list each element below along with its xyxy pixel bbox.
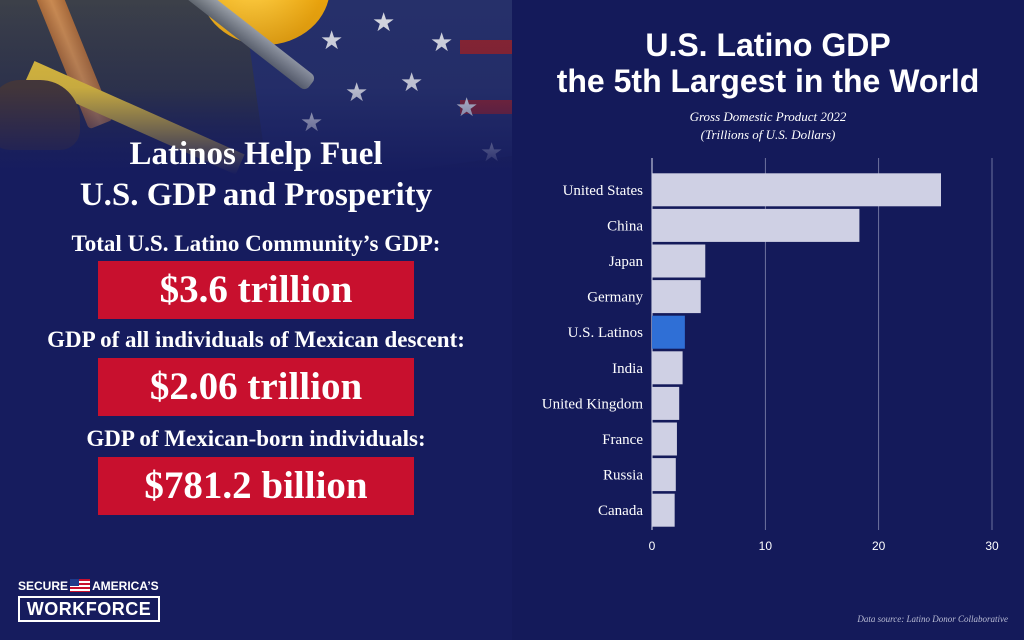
star-icon: ★ [400, 68, 424, 98]
star-icon: ★ [320, 26, 344, 56]
hammer-image [32, 0, 114, 130]
category-label: Japan [609, 254, 644, 270]
bar-u-s-latinos [652, 315, 685, 349]
bar-united-kingdom [652, 386, 680, 420]
stat-caption-mexican-born: GDP of Mexican-born individuals: [86, 426, 426, 451]
category-label: United Kingdom [542, 396, 644, 412]
bar-russia [652, 458, 676, 492]
headline-line2: U.S. GDP and Prosperity [79, 177, 433, 213]
chart-title-line2: the 5th Largest in the World [556, 63, 980, 99]
wrench-image [163, 0, 317, 92]
star-icon: ★ [345, 78, 369, 108]
bar-india [652, 351, 683, 385]
x-tick-label: 20 [872, 539, 886, 553]
chart-subtitle-line1: Gross Domestic Product 2022 [689, 109, 847, 124]
stat-value-mexican-descent: $2.06 trillion [98, 358, 414, 416]
secure-americas-workforce-logo: SECURE AMERICA’S WORKFORCE [18, 578, 160, 622]
bar-canada [652, 493, 675, 527]
bar-france [652, 422, 677, 456]
stat-caption-mexican-descent: GDP of all individuals of Mexican descen… [47, 327, 465, 352]
chart-subtitle-line2: (Trillions of U.S. Dollars) [700, 127, 836, 142]
category-label: United States [563, 183, 644, 199]
flag-stripe [460, 100, 512, 114]
star-icon: ★ [300, 108, 324, 138]
logo-word-americas: AMERICA’S [92, 579, 159, 593]
category-label: Germany [587, 290, 643, 306]
x-tick-label: 0 [649, 539, 656, 553]
category-label: China [607, 218, 643, 234]
logo-word-secure: SECURE [18, 579, 69, 593]
bar-japan [652, 244, 706, 278]
category-label: U.S. Latinos [568, 325, 644, 341]
data-source-note: Data source: Latino Donor Collaborative [857, 614, 1008, 624]
bar-united-states [652, 173, 941, 207]
stat-caption-latino-gdp: Total U.S. Latino Community’s GDP: [71, 231, 441, 256]
star-icon: ★ [372, 8, 396, 38]
chart-panel: U.S. Latino GDP the 5th Largest in the W… [512, 0, 1024, 640]
x-tick-label: 30 [985, 539, 999, 553]
tools-flag-photo: ★ ★ ★ ★ ★ ★ ★ ★ [0, 0, 512, 175]
bar-germany [652, 280, 701, 314]
x-tick-label: 10 [759, 539, 773, 553]
category-label: France [602, 432, 643, 448]
category-label: Canada [598, 503, 643, 519]
category-label: India [612, 361, 643, 377]
flag-stripe [460, 40, 512, 54]
hardhat-image [200, 0, 330, 45]
star-icon: ★ [455, 93, 479, 123]
flag-icon [70, 579, 90, 592]
star-icon: ★ [430, 28, 454, 58]
left-panel: ★ ★ ★ ★ ★ ★ ★ ★ Latinos Help Fuel U.S. G… [0, 0, 512, 622]
stat-value-mexican-born: $781.2 billion [98, 457, 414, 515]
headline-line1: Latinos Help Fuel [129, 136, 383, 172]
logo-word-workforce: WORKFORCE [18, 596, 160, 622]
bar-china [652, 208, 860, 242]
gdp-bar-chart: United States China Japan Germany U.S. Latin… [542, 158, 999, 553]
category-label: Russia [603, 468, 643, 484]
stat-value-latino-gdp: $3.6 trillion [98, 261, 414, 319]
chart-title-line1: U.S. Latino GDP [645, 27, 891, 63]
